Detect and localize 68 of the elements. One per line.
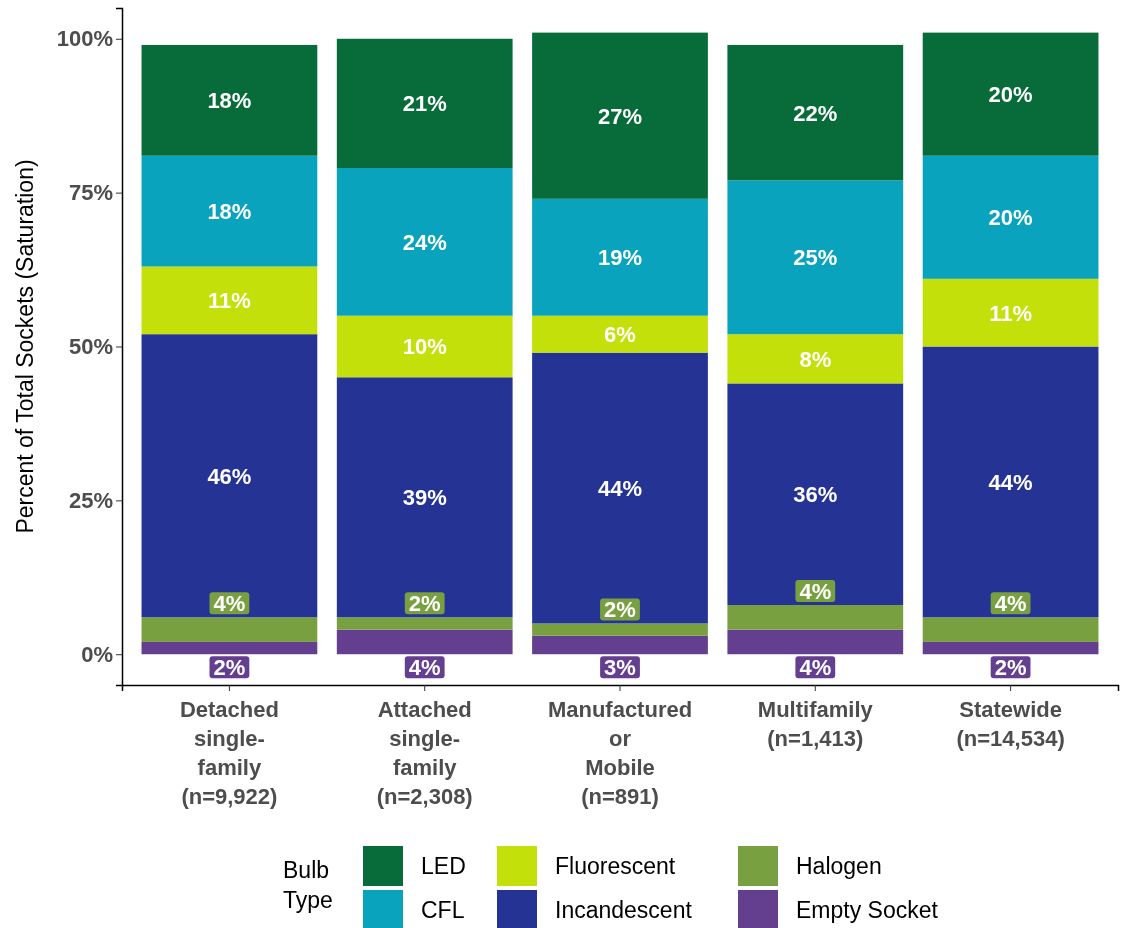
y-tick-label: 0% [81,641,113,667]
bar [336,377,513,618]
data-label: 6% [604,322,636,348]
legend-label: Incandescent [555,897,693,924]
bar [141,334,318,618]
data-label: 2% [213,655,246,681]
data-label: 11% [989,300,1032,326]
bar [727,44,904,181]
bar [532,352,708,624]
legend-label: Halogen [796,853,882,880]
x-tick-label: Detached single- family (n=9,922) [179,697,279,809]
data-label: 4% [799,578,832,604]
data-label: 44% [597,475,643,501]
legend-label: Fluorescent [555,853,676,880]
x-tick-label: Attached single- family (n=2,308) [376,697,473,809]
bar [532,32,708,199]
data-label: 3% [604,655,636,681]
data-label: 18% [207,199,252,225]
y-tick-label: 50% [68,334,113,360]
bar [141,155,318,267]
data-label: 18% [207,88,252,114]
legend-label: LED [421,853,466,880]
data-label: 25% [793,245,838,271]
data-label: 36% [793,482,838,508]
y-tick-label: 100% [56,26,113,52]
x-tick-label: Manufactured or Mobile (n=891) [547,697,693,809]
bar [336,315,513,378]
data-label: 22% [793,100,838,126]
bar [922,346,1099,618]
data-label: 8% [799,346,832,372]
bar [336,38,513,169]
bar [727,334,904,384]
bar [922,32,1099,156]
y-tick-label: 25% [68,487,113,513]
data-label: 4% [799,655,832,681]
data-label: 20% [988,205,1033,231]
data-label: 2% [994,655,1027,681]
data-label: 24% [402,229,447,255]
data-label: 44% [988,469,1033,495]
data-label: 4% [994,591,1027,617]
bar [532,198,708,316]
x-tick-label: Statewide (n=14,534) [956,697,1065,751]
data-label: 20% [988,82,1033,108]
data-label: 19% [597,245,643,271]
data-label: 2% [408,591,441,617]
bar [141,44,318,156]
data-label: 2% [604,597,636,623]
legend-label: Empty Socket [796,897,939,924]
bar [922,278,1099,347]
bar [922,155,1099,279]
x-tick-label: Multifamily (n=1,413) [757,697,874,751]
data-label: 4% [408,655,441,681]
bar [532,315,708,353]
data-label: 39% [402,485,447,511]
data-label: 10% [402,334,447,360]
bar [141,266,318,335]
data-label: 4% [213,591,246,617]
data-label: 46% [207,463,252,489]
bar [727,383,904,605]
bar [336,168,513,316]
legend-label: CFL [421,897,465,924]
data-label: 27% [597,103,643,129]
y-axis-title: Percent of Total Sockets (Saturation) [12,159,38,534]
bar [727,180,904,335]
data-label: 21% [402,91,447,117]
y-tick-label: 75% [68,180,113,206]
legend-title: Bulb Type [283,857,333,913]
data-label: 11% [208,288,251,314]
